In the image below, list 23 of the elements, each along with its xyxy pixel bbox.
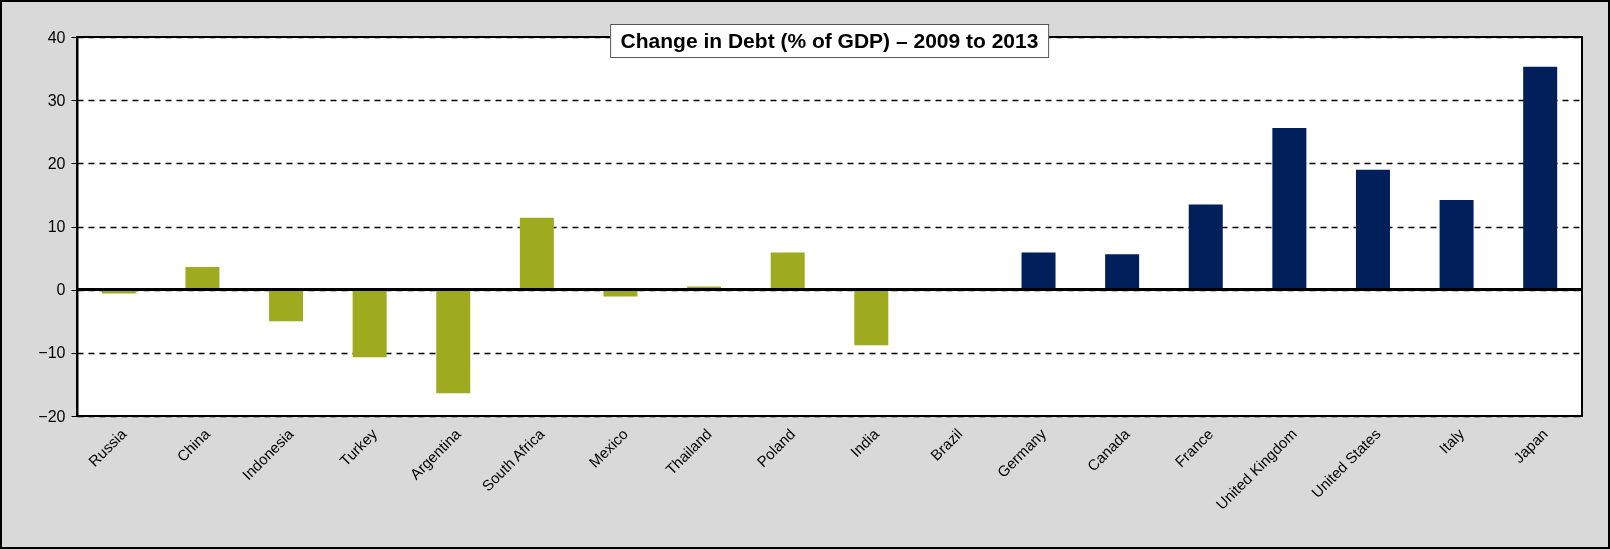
y-tick-label: 0 [56, 281, 66, 299]
bar [436, 289, 471, 394]
bar [1105, 254, 1140, 290]
bar [519, 217, 554, 290]
y-tick-label: 30 [47, 91, 66, 109]
bar [854, 289, 889, 346]
bar [1021, 252, 1056, 290]
chart-title: Change in Debt (% of GDP) – 2009 to 2013 [609, 24, 1050, 58]
bar [1188, 204, 1223, 290]
y-tick-label: 20 [47, 154, 66, 172]
bar [1355, 169, 1390, 290]
y-tick-label: −20 [38, 407, 66, 425]
bar [185, 266, 220, 290]
bar [1523, 66, 1558, 290]
y-tick-label: −10 [38, 344, 66, 362]
x-tick-label: Italy [1435, 424, 1468, 457]
bar [1272, 127, 1307, 290]
bar [352, 289, 387, 358]
bar [1439, 199, 1474, 290]
y-tick-label: 40 [47, 28, 66, 46]
bar [770, 252, 805, 290]
bar [269, 289, 304, 322]
y-tick-label: 10 [47, 218, 66, 235]
